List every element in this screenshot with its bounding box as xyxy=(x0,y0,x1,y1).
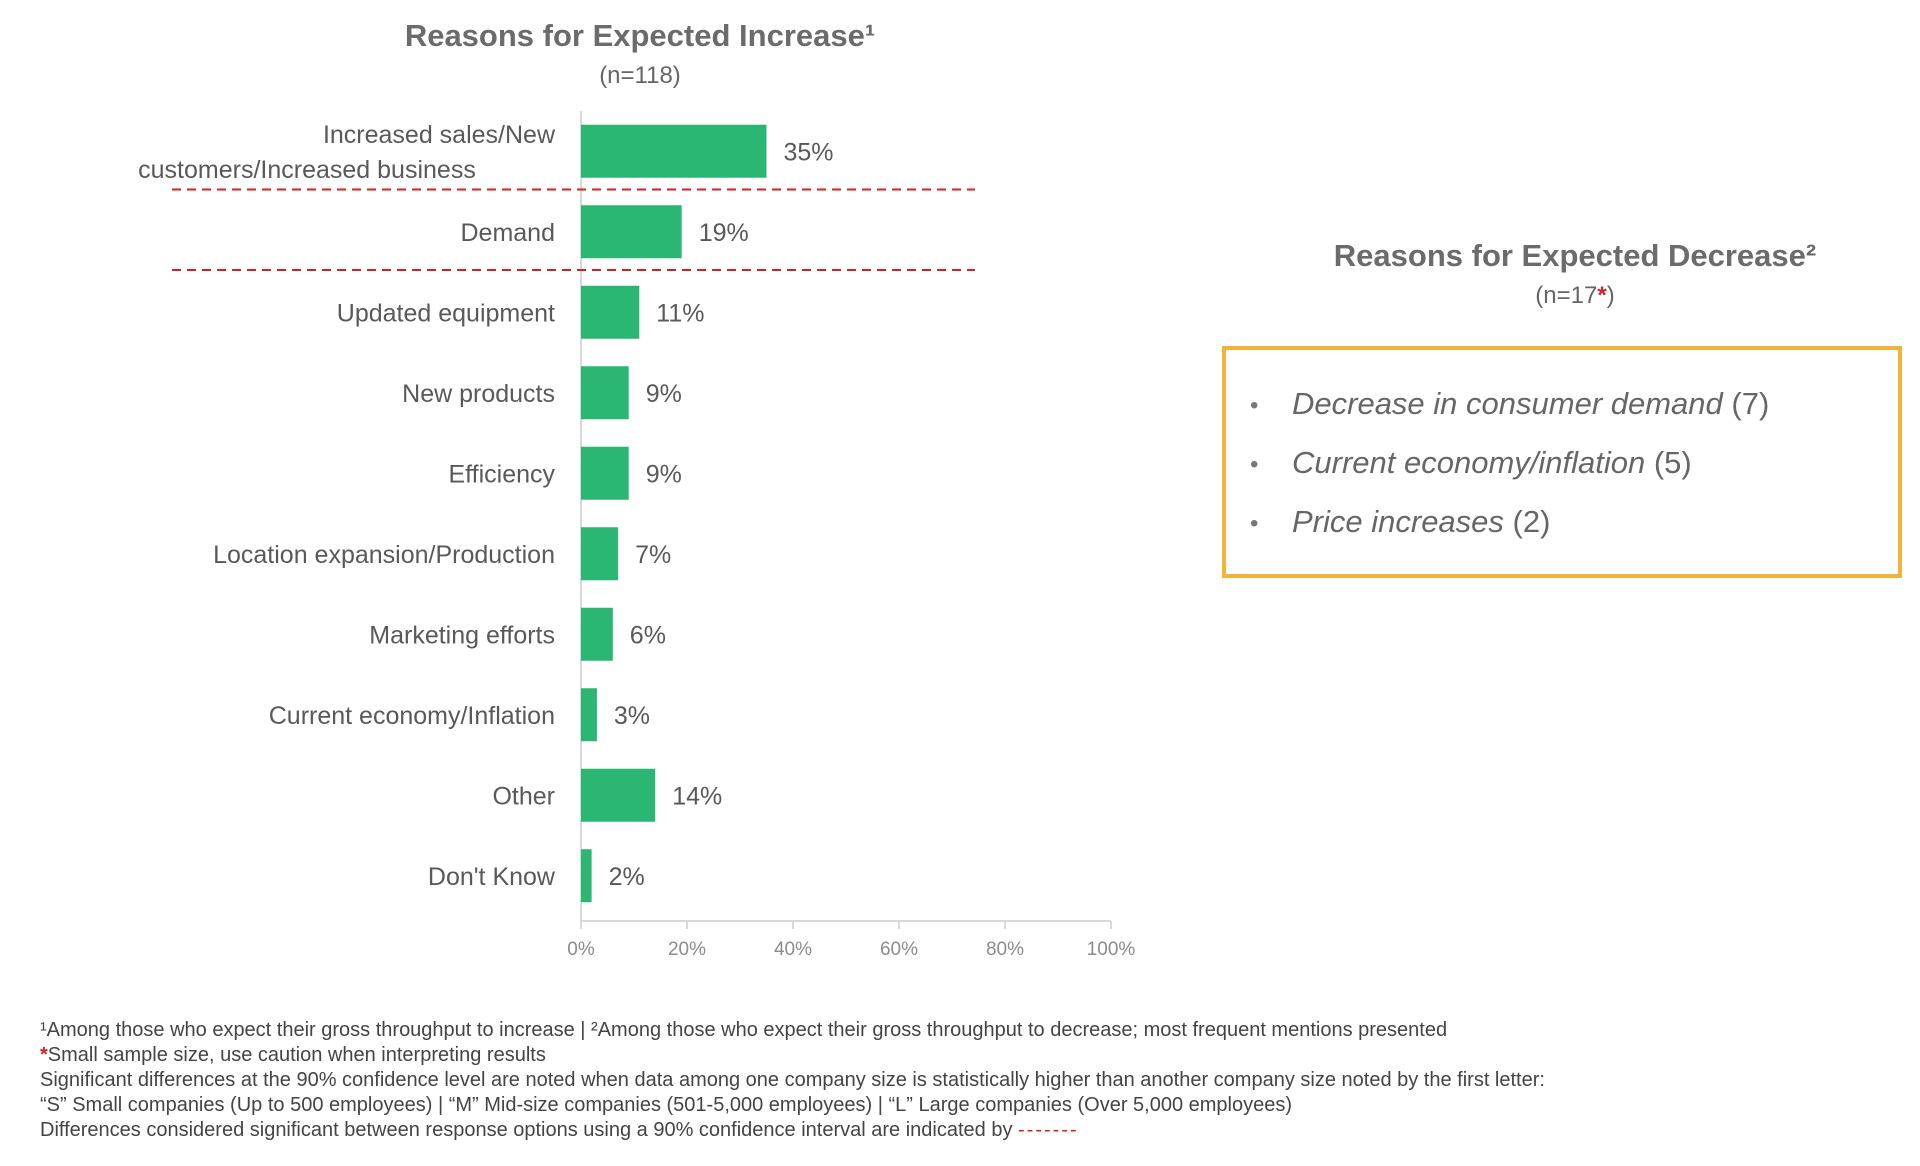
x-tick-label: 20% xyxy=(668,939,706,960)
value-label: 11% xyxy=(656,299,704,327)
bullet-icon: • xyxy=(1250,391,1259,419)
decrease-title: Reasons for Expected Decrease² xyxy=(1333,238,1817,273)
bar xyxy=(581,124,767,178)
bullet-icon: • xyxy=(1250,509,1259,537)
footnote-2: *Small sample size, use caution when int… xyxy=(40,1043,1900,1068)
category-label-line: Marketing efforts xyxy=(369,621,555,649)
x-tick-label: 40% xyxy=(774,939,812,960)
category-label: Location expansion/Production xyxy=(213,541,555,569)
small-sample-star: * xyxy=(1597,282,1607,309)
x-tick-label: 100% xyxy=(1087,939,1136,960)
footnote-1: ¹Among those who expect their gross thro… xyxy=(40,1019,1448,1041)
value-label: 9% xyxy=(646,460,682,488)
bar xyxy=(581,607,613,661)
chart-subtitle: (n=118) xyxy=(599,62,681,89)
category-label-line: New products xyxy=(402,380,555,408)
category-label-line: Demand xyxy=(461,219,556,247)
category-label: New products xyxy=(402,380,555,408)
significance-dash-legend: ------- xyxy=(1018,1119,1079,1141)
decrease-reason-count: (2) xyxy=(1512,504,1551,539)
decrease-subtitle: (n=17*) xyxy=(1260,282,1890,310)
bullet-icon: • xyxy=(1250,450,1259,478)
category-label-line: Don't Know xyxy=(428,863,556,891)
category-label: Don't Know xyxy=(428,863,556,891)
bar xyxy=(581,446,629,500)
decrease-reason-text: Price increases xyxy=(1292,504,1504,539)
bar xyxy=(581,768,656,822)
decrease-reason-text: Current economy/inflation xyxy=(1292,445,1646,480)
category-label: Demand xyxy=(461,219,556,247)
x-tick-label: 60% xyxy=(880,939,918,960)
footnote-2-text: Small sample size, use caution when inte… xyxy=(47,1044,546,1066)
footnote-star: * xyxy=(40,1044,48,1066)
chart-title: Reasons for Expected Increase¹ xyxy=(404,18,876,53)
value-label: 3% xyxy=(614,702,650,730)
decrease-reasons-list: • Decrease in consumer demand (7) • Curren… xyxy=(1226,350,1898,561)
decrease-reasons-box: • Decrease in consumer demand (7) • Curren… xyxy=(1222,346,1902,578)
category-label-line: Updated equipment xyxy=(337,299,555,327)
category-label: Other xyxy=(492,782,555,810)
value-label: 14% xyxy=(672,782,722,810)
category-label-line: Efficiency xyxy=(448,460,555,488)
bar xyxy=(581,688,597,742)
decrease-reason-item: • Decrease in consumer demand (7) xyxy=(1250,384,1898,443)
x-tick-label: 0% xyxy=(567,939,595,960)
decrease-reason-item: • Price increases (2) xyxy=(1250,502,1898,561)
bar xyxy=(581,366,629,420)
decrease-reason-count: (7) xyxy=(1731,386,1770,421)
value-label: 9% xyxy=(646,380,682,408)
footnote-4: “S” Small companies (Up to 500 employees… xyxy=(40,1094,1293,1116)
footnotes: ¹Among those who expect their gross thro… xyxy=(40,1018,1900,1143)
decrease-reason-item: • Current economy/inflation (5) xyxy=(1250,443,1898,502)
value-label: 7% xyxy=(635,541,671,569)
footnote-5-text: Differences considered significant betwe… xyxy=(40,1119,1013,1141)
category-label-line: Location expansion/Production xyxy=(213,541,555,569)
value-label: 6% xyxy=(630,621,666,649)
value-label: 2% xyxy=(609,863,645,891)
category-label: Current economy/Inflation xyxy=(269,702,555,730)
x-tick-label: 80% xyxy=(986,939,1024,960)
value-label: 19% xyxy=(699,219,749,247)
category-label: Increased sales/New customers/Increased b… xyxy=(138,121,556,184)
decrease-n: (n=17 xyxy=(1535,282,1598,309)
category-label: Efficiency xyxy=(448,460,555,488)
bar xyxy=(581,849,592,903)
decrease-reason-count: (5) xyxy=(1653,445,1692,480)
bar xyxy=(581,527,619,581)
category-label: Updated equipment xyxy=(337,299,555,327)
category-label-line: Increased sales/New xyxy=(323,121,556,149)
value-label: 35% xyxy=(784,138,834,166)
category-label: Marketing efforts xyxy=(369,621,555,649)
footnote-3: Significant differences at the 90% confi… xyxy=(40,1069,1545,1091)
decrease-reason-text: Decrease in consumer demand xyxy=(1292,386,1723,421)
category-label-line: Current economy/Inflation xyxy=(269,702,555,730)
footnote-5: Differences considered significant betwe… xyxy=(40,1118,1900,1143)
bar-chart: 0% 20% 40% 60% 80% 100% 35% Increased sales/New… xyxy=(138,111,1136,960)
bar xyxy=(581,205,682,259)
category-label-line: customers/Increased business xyxy=(138,156,476,184)
decrease-n-close: ) xyxy=(1606,282,1615,309)
category-label-line: Other xyxy=(492,782,555,810)
bar xyxy=(581,285,640,339)
